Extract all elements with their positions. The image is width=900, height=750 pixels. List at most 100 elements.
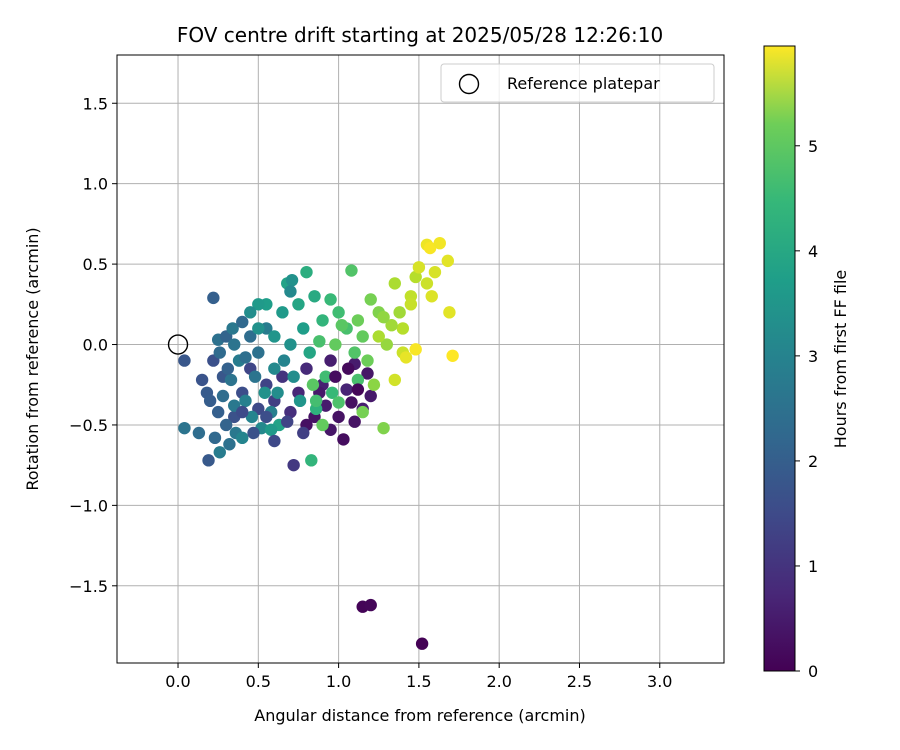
y-axis-label: Rotation from reference (arcmin) — [23, 227, 42, 490]
data-point — [236, 405, 249, 419]
data-point — [226, 322, 239, 335]
data-point — [351, 383, 365, 396]
data-point — [367, 378, 381, 391]
x-tick-label: 2.0 — [486, 672, 511, 691]
data-point — [207, 291, 220, 305]
data-point — [332, 396, 345, 409]
data-point — [248, 370, 262, 383]
x-tick-label: 0.0 — [165, 672, 190, 691]
data-point — [268, 330, 281, 343]
data-point — [356, 330, 369, 343]
data-point — [316, 314, 329, 327]
data-point — [316, 418, 329, 432]
legend-marker-open-circle — [458, 73, 480, 95]
data-point — [178, 354, 191, 367]
data-point — [388, 373, 402, 387]
data-points — [178, 236, 459, 650]
x-axis-ticks: 0.0 0.5 1.0 1.5 2.0 2.5 3.0 — [165, 663, 672, 691]
data-point — [276, 306, 289, 319]
data-point — [423, 241, 437, 255]
data-point — [221, 362, 235, 375]
data-point — [364, 389, 377, 403]
data-point — [340, 383, 353, 396]
colorbar-tick-label: 5 — [808, 137, 818, 156]
data-point — [236, 315, 249, 329]
y-tick-label: 0.0 — [83, 336, 108, 355]
data-point — [258, 386, 271, 399]
data-point — [178, 421, 191, 435]
data-point — [281, 415, 294, 428]
data-point — [337, 433, 350, 446]
data-point — [219, 418, 233, 432]
colorbar-gradient — [763, 45, 796, 672]
data-point — [361, 367, 374, 380]
colorbar: 0 1 2 3 4 5 Hours from first FF file — [763, 45, 850, 681]
data-point — [324, 293, 337, 306]
data-point — [297, 322, 310, 335]
colorbar-tick-label: 4 — [808, 242, 818, 261]
data-point — [433, 236, 446, 250]
data-point — [224, 373, 238, 387]
data-point — [428, 265, 442, 279]
data-point — [252, 322, 265, 335]
data-point — [213, 446, 226, 459]
grid-lines — [117, 55, 724, 663]
data-point — [385, 319, 398, 332]
data-point — [268, 434, 281, 448]
data-point — [329, 370, 342, 383]
data-point — [247, 426, 260, 440]
data-point — [308, 290, 321, 303]
data-point — [284, 405, 297, 419]
data-point — [293, 394, 307, 408]
y-tick-label: −1.0 — [69, 496, 108, 515]
data-point — [213, 346, 226, 359]
legend-label: Reference platepar — [507, 74, 660, 93]
data-point — [244, 306, 257, 319]
colorbar-label: Hours from first FF file — [831, 270, 850, 449]
data-point — [285, 273, 299, 287]
x-tick-label: 2.5 — [567, 672, 592, 691]
data-point — [404, 298, 418, 311]
data-point — [252, 346, 265, 359]
legend: Reference platepar — [440, 63, 715, 103]
data-point — [292, 298, 305, 311]
data-point — [324, 354, 337, 367]
data-point — [252, 298, 265, 311]
data-point — [446, 349, 459, 362]
data-point — [211, 405, 225, 419]
data-point — [264, 423, 278, 436]
data-point — [309, 394, 323, 408]
data-point — [329, 338, 342, 351]
colorbar-tick-label: 3 — [808, 347, 818, 366]
data-point — [305, 454, 318, 467]
data-point — [388, 277, 402, 290]
y-tick-label: 1.0 — [83, 175, 108, 194]
data-point — [361, 354, 374, 367]
data-point — [313, 335, 326, 348]
x-tick-label: 0.5 — [246, 672, 271, 691]
data-point — [284, 338, 297, 351]
data-point — [319, 370, 332, 383]
data-point — [239, 394, 252, 408]
y-tick-label: −0.5 — [69, 416, 108, 435]
data-point — [306, 378, 320, 391]
data-point — [399, 351, 413, 364]
chart-title: FOV centre drift starting at 2025/05/28 … — [177, 23, 663, 47]
data-point — [351, 373, 365, 387]
data-point — [415, 637, 429, 650]
data-point — [195, 373, 209, 387]
data-point — [260, 410, 273, 424]
data-point — [409, 343, 422, 356]
data-point — [342, 362, 355, 375]
reference-marker — [167, 334, 189, 355]
data-point — [396, 322, 410, 335]
data-point — [325, 386, 339, 399]
data-point — [223, 438, 236, 451]
data-point — [245, 410, 259, 424]
y-tick-label: 1.5 — [83, 94, 108, 113]
x-tick-label: 3.0 — [647, 672, 672, 691]
data-point — [203, 394, 217, 408]
data-point — [287, 370, 300, 383]
data-point — [364, 598, 377, 612]
